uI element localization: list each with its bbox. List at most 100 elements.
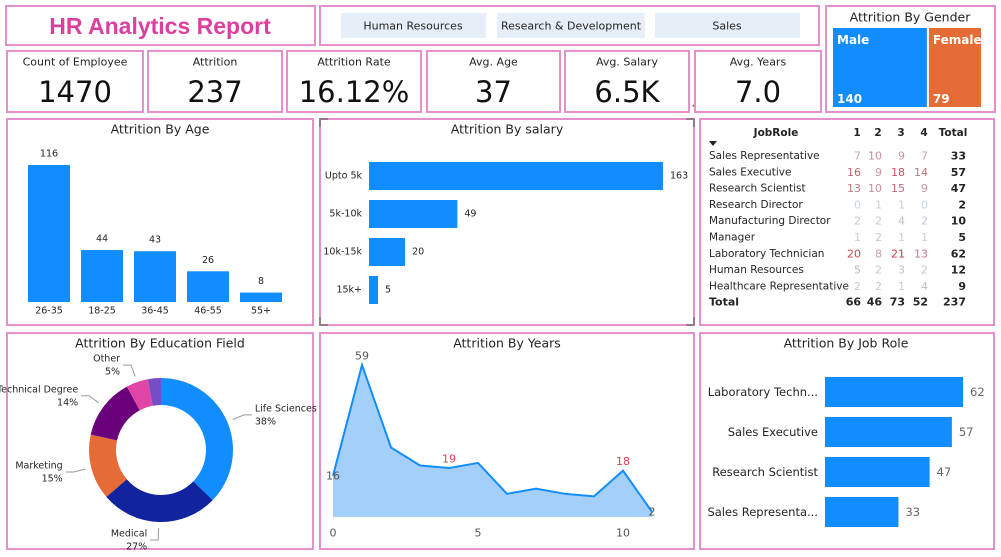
row-label: Manufacturing Director	[709, 215, 831, 227]
tile-label: Female	[933, 33, 982, 47]
cell: 20	[847, 247, 861, 260]
data-label: 16	[326, 469, 340, 482]
slice-label: Other	[93, 354, 120, 365]
table-header: JobRole	[753, 127, 799, 139]
leader-line	[232, 414, 252, 421]
chart-title: Attrition By salary	[451, 122, 564, 137]
kpi-card	[426, 50, 561, 113]
y-tick-label: 10k-15k	[323, 247, 362, 258]
row-label: Human Resources	[709, 264, 804, 276]
data-label: 33	[905, 505, 920, 519]
y-tick-label: 15k+	[336, 285, 362, 296]
cell: 2	[854, 215, 861, 228]
data-label: 49	[464, 209, 476, 220]
data-label: 26	[202, 255, 214, 266]
kpi-label: Attrition	[193, 56, 238, 69]
cell: 5	[854, 264, 861, 277]
table-header: 2	[874, 127, 881, 139]
kpi-card	[564, 50, 690, 113]
total-cell: 237	[943, 296, 966, 309]
table-panel	[699, 118, 995, 326]
bar	[369, 276, 379, 304]
data-label: 19	[442, 453, 456, 466]
data-label: 57	[959, 425, 974, 439]
bar	[187, 271, 229, 302]
tile-value: 140	[837, 92, 862, 106]
x-tick-label: 55+	[251, 306, 271, 317]
bar	[825, 497, 899, 527]
data-label: 43	[149, 235, 161, 246]
cell: 0	[854, 198, 861, 211]
x-tick-label: 10	[616, 527, 630, 540]
cell: 1	[898, 198, 905, 211]
y-tick-label: Research Scientist	[712, 465, 818, 479]
cell: 9	[921, 182, 928, 195]
sort-arrow	[709, 141, 717, 146]
row-label: Sales Executive	[709, 166, 791, 178]
cell: 3	[898, 264, 905, 277]
slicer-button[interactable]	[497, 13, 645, 38]
x-tick-label: 5	[475, 527, 482, 540]
area-line	[332, 361, 653, 513]
total-cell: 66	[846, 296, 862, 309]
cell: 2	[875, 215, 882, 228]
slice-label: Life Sciences	[255, 403, 317, 414]
bar	[369, 200, 458, 228]
kpi-value: 16.12%	[299, 75, 410, 109]
title-box	[5, 5, 316, 46]
y-tick-label: Laboratory Techn...	[708, 385, 818, 399]
area-fill	[333, 365, 652, 517]
row-total: 33	[951, 150, 966, 163]
treemap-tile	[928, 28, 981, 107]
row-label: Research Director	[709, 199, 803, 211]
cell: 10	[868, 150, 882, 163]
cell: 9	[875, 166, 882, 179]
donut-slice	[90, 386, 140, 441]
kpi-label: Avg. Years	[730, 56, 787, 69]
donut-slice	[147, 378, 161, 406]
cell: 2	[875, 264, 882, 277]
cell: 10	[868, 182, 882, 195]
kpi-value: 6.5K	[594, 75, 660, 109]
y-tick-label: 5k-10k	[329, 209, 362, 220]
cell: 7	[854, 150, 861, 163]
row-total: 62	[951, 247, 966, 260]
data-label: 8	[258, 276, 264, 287]
cell: 13	[914, 247, 928, 260]
table-header: 1	[853, 127, 860, 139]
leader-line	[123, 364, 136, 377]
kpi-card	[147, 50, 283, 113]
cell: 15	[891, 182, 905, 195]
cell: 1	[898, 231, 905, 244]
slice-value: 14%	[57, 397, 78, 408]
bar	[825, 457, 930, 487]
slice-value: 15%	[42, 473, 63, 484]
kpi-value: 37	[475, 75, 512, 109]
slicer-button[interactable]	[341, 13, 486, 38]
slicer-button[interactable]	[655, 13, 800, 38]
bar	[28, 165, 70, 302]
slicer-label[interactable]: Human Resources	[363, 20, 463, 33]
slice-value: 5%	[105, 367, 120, 378]
data-label: 20	[412, 247, 424, 258]
row-label: Sales Representative	[709, 150, 820, 162]
data-label: 47	[937, 465, 952, 479]
slice-value: 27%	[126, 541, 147, 552]
row-label: Research Scientist	[709, 183, 806, 195]
kpi-label: Attrition Rate	[317, 56, 391, 69]
data-label: 44	[96, 234, 108, 245]
slicer-label[interactable]: Sales	[712, 20, 742, 33]
kpi-value: 237	[187, 75, 242, 109]
data-label: 2	[649, 505, 656, 518]
kpi-label: Avg. Salary	[596, 56, 658, 69]
slice-value: 38%	[255, 416, 276, 427]
slicer-label[interactable]: Research & Development	[501, 20, 642, 33]
cell: 2	[875, 231, 882, 244]
treemap-tile	[833, 28, 927, 107]
row-total: 5	[958, 231, 966, 244]
table-header: 3	[897, 127, 904, 139]
row-total: 47	[951, 182, 966, 195]
cell: 1	[921, 231, 928, 244]
cell: 0	[921, 198, 928, 211]
